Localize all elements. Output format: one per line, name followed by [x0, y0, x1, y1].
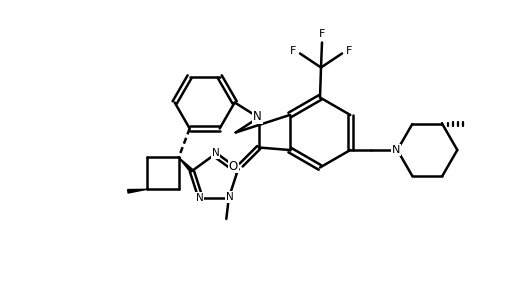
- Polygon shape: [128, 189, 147, 193]
- Text: O: O: [228, 160, 238, 172]
- Text: N: N: [212, 148, 219, 158]
- Text: N: N: [392, 145, 401, 155]
- Text: N: N: [196, 193, 204, 203]
- Text: F: F: [346, 46, 352, 56]
- Text: F: F: [290, 46, 296, 56]
- Text: N: N: [226, 192, 234, 202]
- Text: F: F: [319, 28, 325, 38]
- Polygon shape: [178, 158, 193, 172]
- Text: N: N: [254, 111, 262, 123]
